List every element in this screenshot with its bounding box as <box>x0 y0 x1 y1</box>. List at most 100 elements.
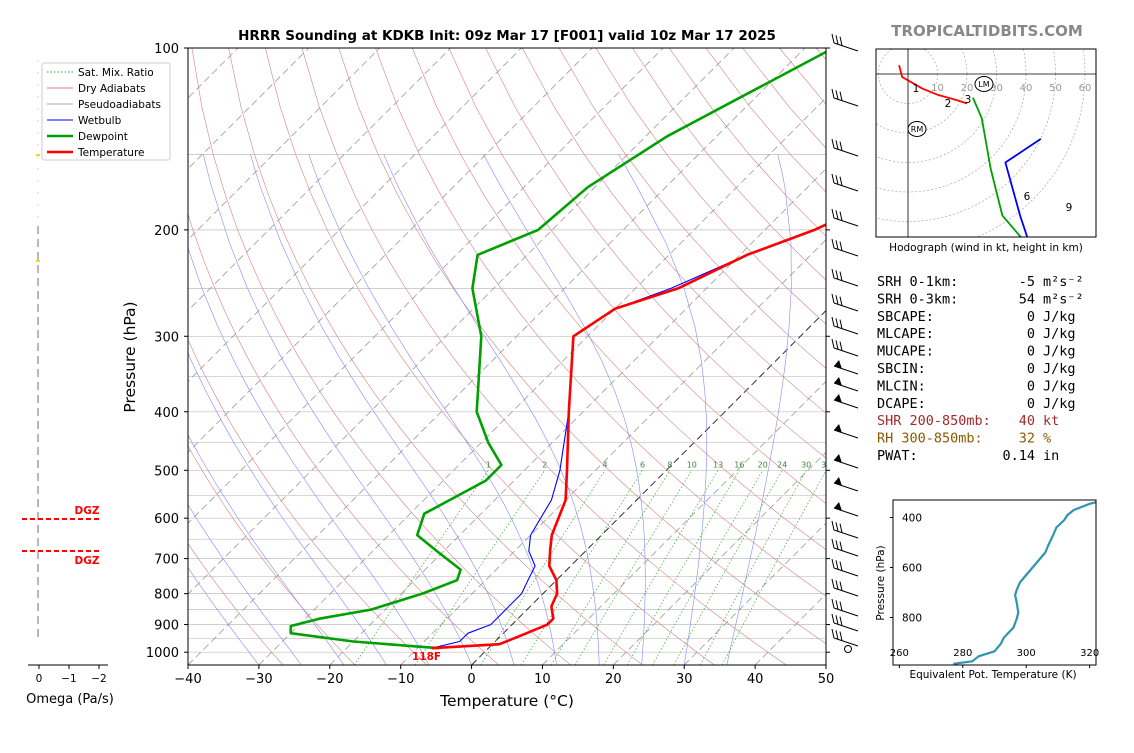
omega-tick-label: −1 <box>61 673 76 685</box>
x-tick-label: 20 <box>605 672 622 687</box>
index-value: 0 <box>1027 309 1035 325</box>
index-value: 40 <box>1019 413 1035 429</box>
hodograph-height-label: 6 <box>1024 191 1031 203</box>
y-tick-label: 800 <box>154 588 179 603</box>
y-tick-label: 1000 <box>146 646 179 661</box>
mixing-ratio-label: 20 <box>758 460 768 469</box>
mixing-ratio-label: 4 <box>603 460 608 469</box>
legend-label: Temperature <box>77 147 145 159</box>
omega-tick-label: −2 <box>91 673 106 685</box>
index-key: SRH 0-1km: <box>877 274 958 290</box>
omega-x-label: Omega (Pa/s) <box>26 692 114 707</box>
mixing-ratio-label: 10 <box>687 460 697 469</box>
index-key: SBCIN: <box>877 361 926 377</box>
skewt-y-label: Pressure (hPa) <box>121 301 139 412</box>
index-key: SHR 200-850mb: <box>877 413 991 429</box>
y-tick-label: 200 <box>154 224 179 239</box>
index-unit: % <box>1043 431 1051 447</box>
y-tick-label: 900 <box>154 619 179 634</box>
index-key: SBCAPE: <box>877 309 934 325</box>
surface-temp-label: 118F <box>412 651 441 663</box>
index-unit: in <box>1043 448 1059 464</box>
mixing-ratio-label: 16 <box>734 460 744 469</box>
x-tick-label: −20 <box>316 672 343 687</box>
index-unit: m²s⁻² <box>1043 291 1084 307</box>
x-tick-label: 40 <box>747 672 764 687</box>
x-tick-label: −30 <box>245 672 272 687</box>
index-unit: J/kg <box>1043 361 1076 377</box>
legend-label: Wetbulb <box>78 115 122 127</box>
index-value: 0 <box>1027 344 1035 360</box>
index-value: 0 <box>1027 378 1035 394</box>
mixing-ratio-label: 1 <box>486 460 491 469</box>
hodograph-height-label: 2 <box>945 98 952 110</box>
index-value: 32 <box>1019 431 1035 447</box>
mixing-ratio-label: 24 <box>777 460 787 469</box>
index-value: 0 <box>1027 326 1035 342</box>
index-unit: J/kg <box>1043 344 1076 360</box>
index-unit: kt <box>1043 413 1059 429</box>
index-unit: J/kg <box>1043 396 1076 412</box>
theta-e-y-tick-label: 600 <box>902 563 922 575</box>
theta-e-y-tick-label: 800 <box>902 613 922 625</box>
index-unit: m²s⁻² <box>1043 274 1084 290</box>
mixing-ratio-label: 30 <box>801 460 811 469</box>
legend-label: Dewpoint <box>78 131 128 143</box>
y-tick-label: 100 <box>154 42 179 57</box>
y-tick-label: 300 <box>154 330 179 345</box>
omega-tick-label: 0 <box>36 673 43 685</box>
legend-label: Pseudoadiabats <box>78 99 161 111</box>
legend-label: Dry Adiabats <box>78 83 146 95</box>
index-key: MLCIN: <box>877 378 926 394</box>
index-value: 0 <box>1027 396 1035 412</box>
index-key: PWAT: <box>877 448 918 464</box>
hodograph-height-label: 3 <box>965 94 972 106</box>
index-value: 54 <box>1019 291 1035 307</box>
theta-e-x-tick-label: 280 <box>953 648 972 659</box>
index-key: MLCAPE: <box>877 326 934 342</box>
theta-e-y-label: Pressure (hPa) <box>875 545 887 620</box>
index-key: SRH 0-3km: <box>877 291 958 307</box>
site-watermark: TROPICALTIDBITS.COM <box>891 22 1083 40</box>
index-unit: J/kg <box>1043 309 1076 325</box>
index-key: DCAPE: <box>877 396 926 412</box>
index-value: -5 <box>1019 274 1035 290</box>
theta-e-x-tick-label: 300 <box>1017 648 1036 659</box>
mixing-ratio-label: 2 <box>542 460 547 469</box>
x-tick-label: −10 <box>387 672 414 687</box>
index-value: 0.14 <box>1002 448 1035 464</box>
skewt-x-label: Temperature (°C) <box>439 692 574 710</box>
dgz-label: DGZ <box>75 555 100 567</box>
theta-e-x-label: Equivalent Pot. Temperature (K) <box>909 669 1076 681</box>
legend-label: Sat. Mix. Ratio <box>78 67 154 79</box>
x-tick-label: 10 <box>534 672 551 687</box>
y-tick-label: 700 <box>154 553 179 568</box>
y-tick-label: 500 <box>154 464 179 479</box>
index-unit: J/kg <box>1043 326 1076 342</box>
hodograph-height-label: 9 <box>1066 202 1073 214</box>
hodograph-caption: Hodograph (wind in kt, height in km) <box>889 242 1083 254</box>
storm-motion-label: LM <box>978 80 989 89</box>
skewt-title: HRRR Sounding at KDKB Init: 09z Mar 17 [… <box>238 28 776 44</box>
hodograph-height-label: 1 <box>913 83 920 95</box>
x-tick-label: 50 <box>818 672 835 687</box>
hodograph-ring-label: 40 <box>1020 83 1033 94</box>
x-tick-label: 30 <box>676 672 693 687</box>
x-tick-label: 0 <box>467 672 475 687</box>
theta-e-y-tick-label: 400 <box>902 513 922 525</box>
mixing-ratio-label: 6 <box>640 460 645 469</box>
index-value: 0 <box>1027 361 1035 377</box>
hodograph-ring-label: 50 <box>1049 83 1062 94</box>
hodograph-ring-label: 20 <box>961 83 974 94</box>
hodograph-ring-label: 60 <box>1079 83 1092 94</box>
mixing-ratio-label: 13 <box>713 460 723 469</box>
y-tick-label: 600 <box>154 512 179 527</box>
index-unit: J/kg <box>1043 378 1076 394</box>
y-tick-label: 400 <box>154 406 179 421</box>
x-tick-label: −40 <box>174 672 201 687</box>
dgz-label: DGZ <box>75 505 100 517</box>
index-key: MUCAPE: <box>877 344 934 360</box>
storm-motion-label: RM <box>911 125 924 134</box>
